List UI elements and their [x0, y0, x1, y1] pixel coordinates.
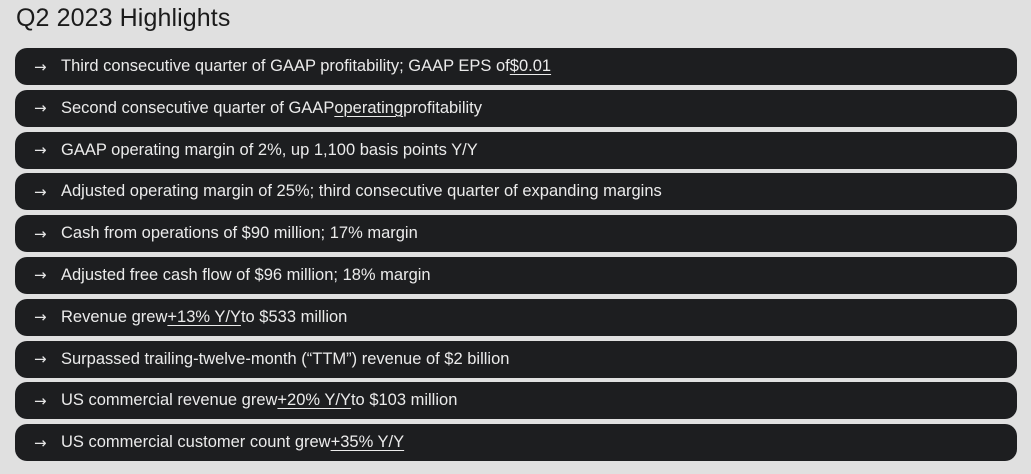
highlight-text-after: profitability: [403, 98, 483, 117]
arrow-right-icon: →: [34, 391, 47, 410]
highlight-item: → GAAP operating margin of 2%, up 1,100 …: [15, 131, 1017, 169]
highlight-text: Adjusted free cash flow of $96 million; …: [61, 265, 431, 284]
highlight-link[interactable]: operating: [334, 98, 404, 117]
highlight-item: → Revenue grew +13% Y/Y to $533 million: [15, 298, 1017, 336]
highlight-item: → Cash from operations of $90 million; 1…: [15, 215, 1017, 253]
highlight-item: → US commercial revenue grew +20% Y/Y to…: [15, 382, 1017, 420]
highlight-item: → Adjusted free cash flow of $96 million…: [15, 256, 1017, 294]
highlight-item: → Third consecutive quarter of GAAP prof…: [15, 48, 1017, 85]
highlight-link[interactable]: +35% Y/Y: [330, 433, 405, 452]
highlight-text-after: to $103 million: [350, 391, 458, 410]
highlight-text: Surpassed trailing-twelve-month (“TTM”) …: [61, 349, 510, 368]
arrow-right-icon: →: [34, 57, 47, 76]
page-title: Q2 2023 Highlights: [16, 4, 231, 32]
highlight-text: Revenue grew: [61, 307, 168, 326]
arrow-right-icon: →: [34, 141, 47, 160]
highlight-link[interactable]: +20% Y/Y: [277, 391, 351, 410]
highlight-text: Second consecutive quarter of GAAP: [61, 98, 335, 117]
highlights-list: → Third consecutive quarter of GAAP prof…: [15, 48, 1017, 466]
arrow-right-icon: →: [34, 350, 47, 369]
arrow-right-icon: →: [34, 266, 47, 285]
highlight-text-after: to $533 million: [240, 307, 348, 326]
arrow-right-icon: →: [34, 99, 47, 118]
highlight-text: Third consecutive quarter of GAAP profit…: [61, 57, 510, 75]
highlight-text: US commercial customer count grew: [61, 433, 331, 452]
highlight-text: GAAP operating margin of 2%, up 1,100 ba…: [61, 140, 478, 159]
arrow-right-icon: →: [34, 433, 47, 452]
highlight-text: Adjusted operating margin of 25%; third …: [61, 182, 662, 201]
highlight-text: US commercial revenue grew: [61, 391, 278, 410]
arrow-right-icon: →: [34, 308, 47, 327]
highlight-item: → Adjusted operating margin of 25%; thir…: [15, 173, 1017, 211]
arrow-right-icon: →: [34, 224, 47, 243]
highlight-item: → US commercial customer count grew +35%…: [15, 424, 1017, 462]
highlight-link[interactable]: +13% Y/Y: [167, 307, 241, 326]
highlight-item: → Second consecutive quarter of GAAP ope…: [15, 89, 1017, 127]
highlight-text: Cash from operations of $90 million; 17%…: [61, 224, 418, 243]
highlight-link[interactable]: $0.01: [509, 57, 552, 75]
arrow-right-icon: →: [34, 182, 47, 201]
highlight-item: → Surpassed trailing-twelve-month (“TTM”…: [15, 340, 1017, 378]
